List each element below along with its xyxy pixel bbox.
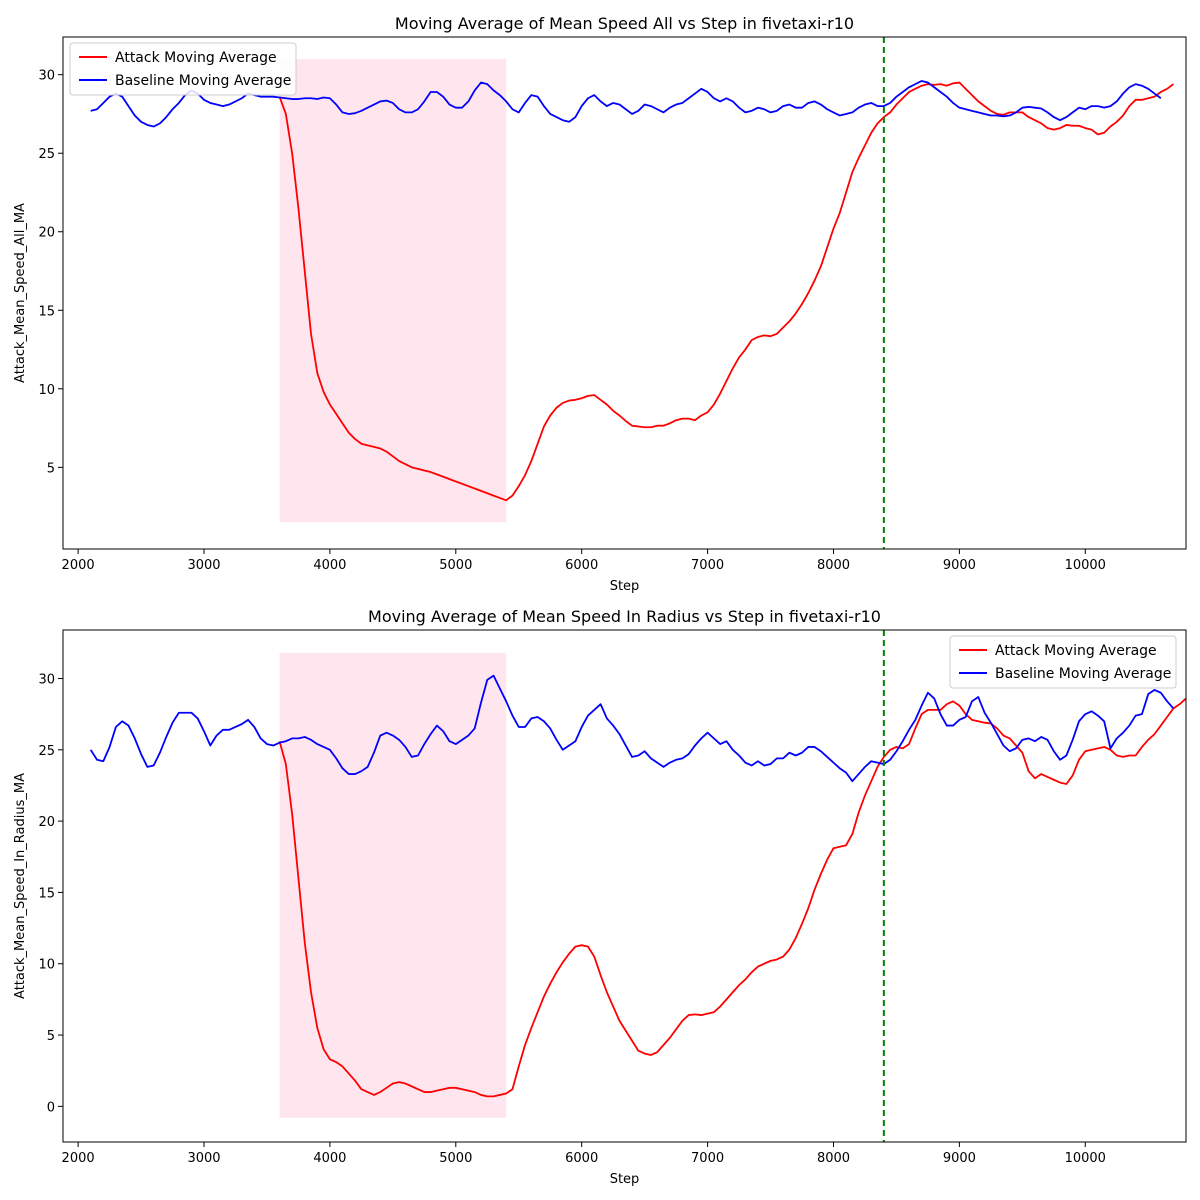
x-tick-label: 9000 — [943, 1151, 976, 1166]
x-tick-label: 10000 — [1065, 1151, 1106, 1166]
chart-panel-top: 2000 3000 4000 5000 6000 7000 8000 9000 10000 5 10… — [13, 14, 1187, 594]
x-tick-label: 3000 — [187, 558, 220, 573]
chart-title: Moving Average of Mean Speed In Radius v… — [368, 607, 881, 626]
y-tick-label: 15 — [38, 304, 55, 319]
legend-box — [949, 635, 1177, 689]
x-tick-label: 4000 — [313, 1151, 346, 1166]
legend-label: Attack Moving Average — [115, 50, 277, 66]
baseline-series-line — [89, 674, 1175, 783]
y-tick-label: 20 — [38, 815, 55, 830]
x-tick-label: 5000 — [439, 1151, 472, 1166]
chart-title: Moving Average of Mean Speed All vs Step… — [395, 14, 854, 33]
y-tick-label: 30 — [38, 69, 55, 84]
x-tick-label: 4000 — [313, 558, 346, 573]
x-axis-label: Step — [610, 579, 640, 594]
y-tick-label: 20 — [38, 226, 55, 241]
x-tick-label: 8000 — [817, 558, 850, 573]
legend-label: Baseline Moving Average — [115, 73, 291, 89]
x-tick-label: 9000 — [943, 558, 976, 573]
x-tick-label: 3000 — [187, 1151, 220, 1166]
attack-window-shading — [279, 58, 507, 523]
x-tick-label: 2000 — [62, 558, 95, 573]
legend: Attack Moving Average Baseline Moving Ave… — [949, 635, 1177, 689]
y-tick-label: 10 — [38, 958, 55, 973]
x-tick-label: 8000 — [817, 1151, 850, 1166]
x-tick-label: 2000 — [62, 1151, 95, 1166]
y-tick-label: 0 — [47, 1100, 55, 1115]
x-tick-label: 7000 — [691, 558, 724, 573]
y-tick-label: 10 — [38, 383, 55, 398]
legend: Attack Moving Average Baseline Moving Ave… — [69, 42, 297, 96]
attack-window-shading — [279, 652, 507, 1118]
y-tick-label: 5 — [47, 461, 55, 476]
y-tick-label: 25 — [38, 744, 55, 759]
legend-box — [69, 42, 297, 96]
attack-series-line — [278, 697, 1186, 1098]
x-tick-label: 5000 — [439, 558, 472, 573]
plot-frame — [62, 629, 1187, 1143]
y-tick-label: 15 — [38, 886, 55, 901]
y-tick-label: 25 — [38, 147, 55, 162]
y-axis-label: Attack_Mean_Speed_In_Radius_MA — [13, 773, 28, 999]
y-tick-label: 5 — [47, 1029, 55, 1044]
x-tick-label: 7000 — [691, 1151, 724, 1166]
plot-frame — [62, 36, 1187, 550]
x-axis-label: Step — [610, 1172, 640, 1187]
legend-label: Attack Moving Average — [995, 643, 1157, 659]
x-tick-label: 6000 — [565, 1151, 598, 1166]
y-tick-label: 30 — [38, 672, 55, 687]
baseline-series-line — [90, 80, 1162, 128]
attack-series-line — [278, 81, 1174, 502]
chart-panel-bottom: 2000 3000 4000 5000 6000 7000 8000 9000 10000 0 5 1… — [13, 607, 1187, 1187]
legend-label: Baseline Moving Average — [995, 666, 1171, 682]
x-tick-label: 10000 — [1065, 558, 1106, 573]
x-tick-label: 6000 — [565, 558, 598, 573]
y-axis-label: Attack_Mean_Speed_All_MA — [13, 203, 28, 383]
